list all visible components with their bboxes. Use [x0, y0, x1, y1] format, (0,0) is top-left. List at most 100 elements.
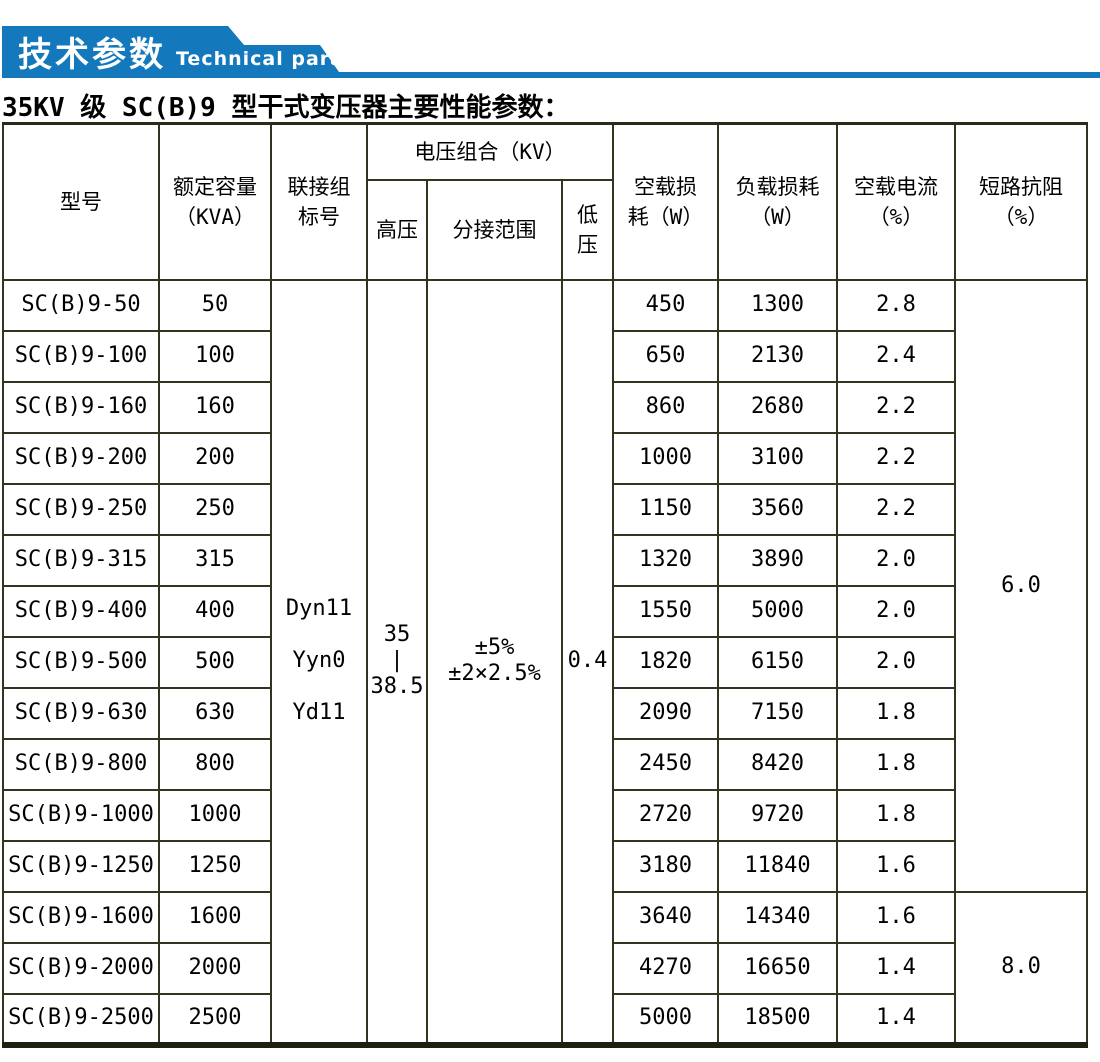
banner-title-en: Technical parameter [176, 48, 413, 70]
cell-no-load-loss: 2090 [612, 686, 720, 740]
cell-model: SC(B)9-315 [2, 533, 160, 587]
table-body: SC(B)9-50 50 Dyn11 Yyn0 Yd11 35 | 38.5 ±… [2, 278, 1089, 1046]
cell-no-load-current: 2.2 [836, 380, 957, 434]
table-row: SC(B)9-1250 1250 3180 11840 1.6 [2, 839, 1087, 893]
header-row-2: 高压 分接范围 低 压 [3, 178, 1087, 281]
cell-no-load-current: 2.0 [836, 584, 957, 638]
col-header-vector-group: 联接组 标号 [270, 122, 368, 281]
cell-model: SC(B)9-2000 [2, 941, 160, 995]
cell-no-load-loss: 1150 [612, 482, 720, 536]
cell-no-load-current: 1.8 [836, 788, 957, 842]
table-row: SC(B)9-200 200 1000 3100 2.2 [2, 431, 1087, 485]
cell-model: SC(B)9-1600 [2, 890, 160, 944]
cell-no-load-current: 1.6 [836, 839, 957, 893]
spec-table: 型号 额定容量 （KVA） 联接组 标号 电压组合（KV） 空载损 耗（W） 负… [2, 122, 1089, 1048]
cell-no-load-loss: 1320 [612, 533, 720, 587]
cell-load-loss: 7150 [717, 686, 839, 740]
cell-load-loss: 14340 [717, 890, 839, 944]
cell-load-loss: 2130 [717, 329, 839, 383]
cell-impedance-group1: 6.0 [954, 278, 1089, 893]
cell-lv-merged: 0.4 [560, 278, 615, 1046]
cell-load-loss: 16650 [717, 941, 839, 995]
cell-capacity: 500 [158, 635, 272, 689]
cell-load-loss: 8420 [717, 737, 839, 791]
cell-no-load-loss: 3180 [612, 839, 720, 893]
cell-no-load-loss: 860 [612, 380, 720, 434]
table-row: SC(B)9-630 630 2090 7150 1.8 [2, 686, 1087, 740]
cell-no-load-current: 1.8 [836, 686, 957, 740]
cell-no-load-current: 1.4 [836, 941, 957, 995]
cell-model: SC(B)9-1250 [2, 839, 160, 893]
table-row: SC(B)9-800 800 2450 8420 1.8 [2, 737, 1087, 791]
table-header: 型号 额定容量 （KVA） 联接组 标号 电压组合（KV） 空载损 耗（W） 负… [2, 122, 1089, 281]
table-row: SC(B)9-50 50 Dyn11 Yyn0 Yd11 35 | 38.5 ±… [2, 278, 1089, 1046]
col-header-hv: 高压 [366, 178, 428, 281]
cell-model: SC(B)9-160 [2, 380, 160, 434]
cell-capacity: 1600 [158, 890, 272, 944]
header-row-1: 型号 额定容量 （KVA） 联接组 标号 电压组合（KV） 空载损 耗（W） 负… [2, 122, 1089, 281]
cell-model: SC(B)9-800 [2, 737, 160, 791]
cell-no-load-loss: 450 [612, 278, 720, 332]
cell-capacity: 1000 [158, 788, 272, 842]
cell-model: SC(B)9-250 [2, 482, 160, 536]
table-row: SC(B)9-500 500 1820 6150 2.0 [2, 635, 1087, 689]
cell-impedance-group2: 8.0 [954, 890, 1089, 1046]
cell-no-load-loss: 650 [612, 329, 720, 383]
cell-no-load-loss: 1820 [612, 635, 720, 689]
col-header-lv: 低 压 [560, 178, 615, 281]
col-header-load-loss: 负载损耗 （W） [717, 122, 839, 281]
cell-no-load-loss: 5000 [612, 992, 720, 1046]
cell-no-load-current: 2.2 [836, 482, 957, 536]
cell-load-loss: 2680 [717, 380, 839, 434]
cell-capacity: 315 [158, 533, 272, 587]
cell-capacity: 2000 [158, 941, 272, 995]
cell-vector-group-merged: Dyn11 Yyn0 Yd11 [270, 278, 368, 1046]
table-row: SC(B)9-1000 1000 2720 9720 1.8 [2, 788, 1087, 842]
cell-model: SC(B)9-400 [2, 584, 160, 638]
cell-load-loss: 1300 [717, 278, 839, 332]
cell-no-load-current: 1.6 [836, 890, 957, 944]
col-header-tap-range: 分接范围 [426, 178, 563, 281]
cell-load-loss: 11840 [717, 839, 839, 893]
cell-model: SC(B)9-1000 [2, 788, 160, 842]
cell-no-load-current: 2.0 [836, 533, 957, 587]
cell-no-load-current: 2.4 [836, 329, 957, 383]
cell-no-load-loss: 3640 [612, 890, 720, 944]
cell-capacity: 50 [158, 278, 272, 332]
cell-tap-range-merged: ±5% ±2×2.5% [426, 278, 563, 1046]
cell-no-load-loss: 2450 [612, 737, 720, 791]
cell-hv-merged: 35 | 38.5 [366, 278, 428, 1046]
cell-model: SC(B)9-50 [2, 278, 160, 332]
cell-no-load-current: 2.8 [836, 278, 957, 332]
cell-no-load-current: 2.0 [836, 635, 957, 689]
cell-load-loss: 3560 [717, 482, 839, 536]
cell-no-load-current: 2.2 [836, 431, 957, 485]
cell-load-loss: 9720 [717, 788, 839, 842]
cell-capacity: 800 [158, 737, 272, 791]
table-row: SC(B)9-400 400 1550 5000 2.0 [2, 584, 1087, 638]
cell-load-loss: 3100 [717, 431, 839, 485]
banner-title-cn: 技术参数 [18, 35, 166, 75]
table-row: SC(B)9-2500 2500 5000 18500 1.4 [2, 992, 1087, 1046]
table-row: SC(B)9-100 100 650 2130 2.4 [2, 329, 1087, 383]
cell-load-loss: 5000 [717, 584, 839, 638]
cell-no-load-loss: 2720 [612, 788, 720, 842]
cell-capacity: 250 [158, 482, 272, 536]
cell-no-load-loss: 1550 [612, 584, 720, 638]
table-row: SC(B)9-1600 1600 3640 14340 1.6 8.0 [2, 890, 1089, 1046]
cell-model: SC(B)9-500 [2, 635, 160, 689]
cell-load-loss: 3890 [717, 533, 839, 587]
table-row: SC(B)9-160 160 860 2680 2.2 [2, 380, 1087, 434]
cell-load-loss: 6150 [717, 635, 839, 689]
table-row: SC(B)9-2000 2000 4270 16650 1.4 [2, 941, 1087, 995]
col-header-model: 型号 [2, 122, 160, 281]
cell-model: SC(B)9-100 [2, 329, 160, 383]
cell-model: SC(B)9-200 [2, 431, 160, 485]
page-title: 35KV 级 SC(B)9 型干式变压器主要性能参数： [2, 93, 570, 123]
col-header-capacity: 额定容量 （KVA） [158, 122, 272, 281]
table-row: SC(B)9-250 250 1150 3560 2.2 [2, 482, 1087, 536]
cell-capacity: 400 [158, 584, 272, 638]
cell-no-load-current: 1.8 [836, 737, 957, 791]
cell-capacity: 1250 [158, 839, 272, 893]
